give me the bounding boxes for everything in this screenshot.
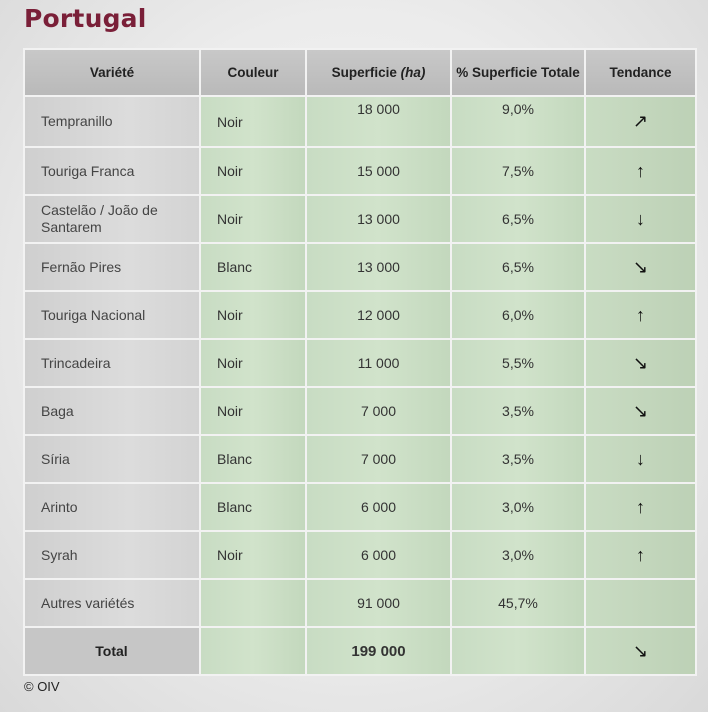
share-cell: 3,0% [450, 482, 586, 532]
color-cell: Noir [199, 338, 307, 388]
color-cell: Blanc [199, 242, 307, 292]
table-row: Fernão Pires Blanc 13 000 6,5% ↘ [23, 242, 697, 292]
trend-cell [584, 578, 697, 628]
share-cell: 6,5% [450, 242, 586, 292]
page-title: Portugal [24, 4, 147, 33]
color-cell: Noir [199, 386, 307, 436]
area-cell: 15 000 [305, 146, 452, 196]
trend-cell: ↘ [584, 242, 697, 292]
color-cell: Noir [199, 95, 307, 148]
share-cell: 9,0% [450, 95, 586, 148]
table-row: Trincadeira Noir 11 000 5,5% ↘ [23, 338, 697, 388]
color-cell [199, 578, 307, 628]
variety-cell: Syrah [23, 530, 201, 580]
table-row: Síria Blanc 7 000 3,5% ↓ [23, 434, 697, 484]
varieties-table: Variété Couleur Superficie (ha) % Superf… [23, 48, 697, 676]
table-row: Baga Noir 7 000 3,5% ↘ [23, 386, 697, 436]
share-cell: 6,0% [450, 290, 586, 340]
trend-cell: ↘ [584, 338, 697, 388]
trend-cell: ↑ [584, 482, 697, 532]
color-cell: Blanc [199, 482, 307, 532]
header-variety: Variété [23, 48, 201, 97]
variety-cell: Autres variétés [23, 578, 201, 628]
total-label: Total [23, 626, 201, 676]
share-cell: 3,5% [450, 386, 586, 436]
total-trend: ↘ [584, 626, 697, 676]
color-cell: Noir [199, 194, 307, 244]
trend-cell: ↓ [584, 194, 697, 244]
area-cell: 7 000 [305, 386, 452, 436]
variety-cell: Castelão / João de Santarem [23, 194, 201, 244]
total-row: Total 199 000 ↘ [23, 626, 697, 676]
table-row: Arinto Blanc 6 000 3,0% ↑ [23, 482, 697, 532]
area-cell: 11 000 [305, 338, 452, 388]
total-share-cell [450, 626, 586, 676]
area-cell: 13 000 [305, 242, 452, 292]
variety-cell: Arinto [23, 482, 201, 532]
variety-cell: Tempranillo [23, 95, 201, 148]
trend-cell: ↑ [584, 146, 697, 196]
table-row: Autres variétés 91 000 45,7% [23, 578, 697, 628]
variety-cell: Síria [23, 434, 201, 484]
trend-cell: ↑ [584, 530, 697, 580]
header-area-unit: (ha) [400, 65, 426, 80]
variety-cell: Baga [23, 386, 201, 436]
area-cell: 6 000 [305, 530, 452, 580]
variety-cell: Touriga Franca [23, 146, 201, 196]
table-row: Touriga Nacional Noir 12 000 6,0% ↑ [23, 290, 697, 340]
copyright-footer: © OIV [24, 679, 60, 694]
color-cell: Noir [199, 146, 307, 196]
area-cell: 6 000 [305, 482, 452, 532]
table-row: Touriga Franca Noir 15 000 7,5% ↑ [23, 146, 697, 196]
share-cell: 6,5% [450, 194, 586, 244]
variety-cell: Fernão Pires [23, 242, 201, 292]
share-cell: 7,5% [450, 146, 586, 196]
variety-cell: Touriga Nacional [23, 290, 201, 340]
header-color: Couleur [199, 48, 307, 97]
color-cell: Noir [199, 290, 307, 340]
variety-cell: Trincadeira [23, 338, 201, 388]
header-share: % Superficie Totale [450, 48, 586, 97]
header-area-label: Superficie [331, 65, 397, 80]
table-row: Syrah Noir 6 000 3,0% ↑ [23, 530, 697, 580]
share-cell: 3,0% [450, 530, 586, 580]
area-cell: 12 000 [305, 290, 452, 340]
trend-cell: ↑ [584, 290, 697, 340]
trend-cell: ↓ [584, 434, 697, 484]
color-cell: Noir [199, 530, 307, 580]
table-row: Tempranillo Noir 18 000 9,0% ↗ [23, 95, 697, 148]
area-cell: 18 000 [305, 95, 452, 148]
area-cell: 91 000 [305, 578, 452, 628]
share-cell: 5,5% [450, 338, 586, 388]
total-area: 199 000 [305, 626, 452, 676]
header-area: Superficie (ha) [305, 48, 452, 97]
area-cell: 13 000 [305, 194, 452, 244]
trend-cell: ↗ [584, 95, 697, 148]
total-color-cell [199, 626, 307, 676]
header-trend: Tendance [584, 48, 697, 97]
table-header-row: Variété Couleur Superficie (ha) % Superf… [23, 48, 697, 97]
area-cell: 7 000 [305, 434, 452, 484]
trend-cell: ↘ [584, 386, 697, 436]
share-cell: 3,5% [450, 434, 586, 484]
color-cell: Blanc [199, 434, 307, 484]
share-cell: 45,7% [450, 578, 586, 628]
table-row: Castelão / João de Santarem Noir 13 000 6,5… [23, 194, 697, 244]
